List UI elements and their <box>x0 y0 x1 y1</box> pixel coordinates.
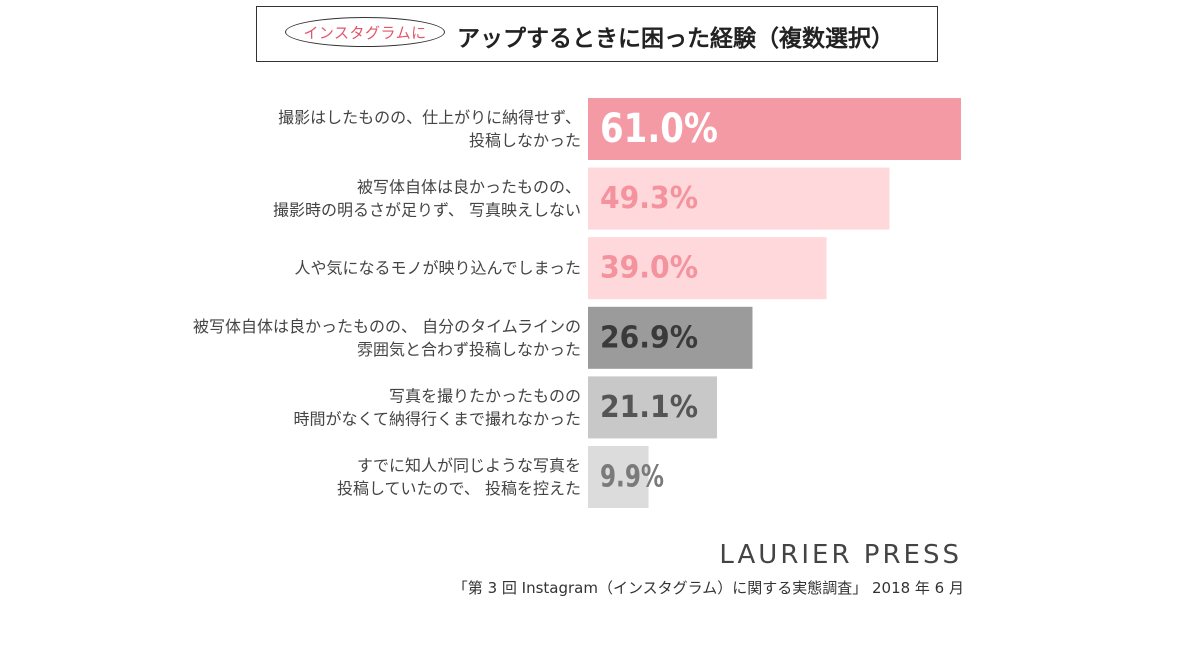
source-note: 「第 3 回 Instagram（インスタグラム）に関する実態調査」 2018 … <box>452 579 964 597</box>
bar-4 <box>588 306 753 369</box>
category-label-1-line-2: 投稿しなかった <box>469 131 581 150</box>
category-label-6-line-1: すでに知人が同じような写真を <box>357 456 581 475</box>
source-brand: LAURIER PRESS <box>719 540 962 570</box>
category-label-4-line-2: 雰囲気と合わず投稿しなかった <box>357 340 581 359</box>
bar-3 <box>588 237 827 300</box>
value-label-2: 49.3% <box>600 181 698 216</box>
bar-6 <box>588 446 649 508</box>
category-label-2-line-2: 撮影時の明るさが足りず、 写真映えしない <box>273 201 581 220</box>
value-label-3: 39.0% <box>600 251 698 286</box>
bar-5 <box>588 376 718 439</box>
value-label-4: 26.9% <box>600 320 698 355</box>
category-label-4-line-1: 被写体自体は良かったものの、 自分のタイムラインの <box>193 317 581 336</box>
title-badge: インスタグラムに <box>285 17 445 47</box>
category-label-1-line-1: 撮影はしたものの、仕上がりに納得せず、 <box>278 108 581 127</box>
bar-1 <box>588 98 961 160</box>
value-label-5: 21.1% <box>600 390 698 425</box>
value-label-1: 61.0% <box>600 106 718 152</box>
category-label-2-line-1: 被写体自体は良かったものの、 <box>357 178 581 197</box>
category-label-6-line-2: 投稿していたので、 投稿を控えた <box>337 479 581 498</box>
bar-2 <box>588 167 890 230</box>
category-label-5-line-1: 写真を撮りたかったものの <box>389 386 581 405</box>
value-label-6: 9.9% <box>600 460 664 495</box>
chart-title: アップするときに困った経験（複数選択） <box>457 26 894 52</box>
category-label-3-line-1: 人や気になるモノが映り込んでしまった <box>294 259 581 278</box>
chart-title-box: インスタグラムに アップするときに困った経験（複数選択） <box>256 6 938 62</box>
category-label-5-line-2: 時間がなくて納得行くまで撮れなかった <box>293 409 581 428</box>
